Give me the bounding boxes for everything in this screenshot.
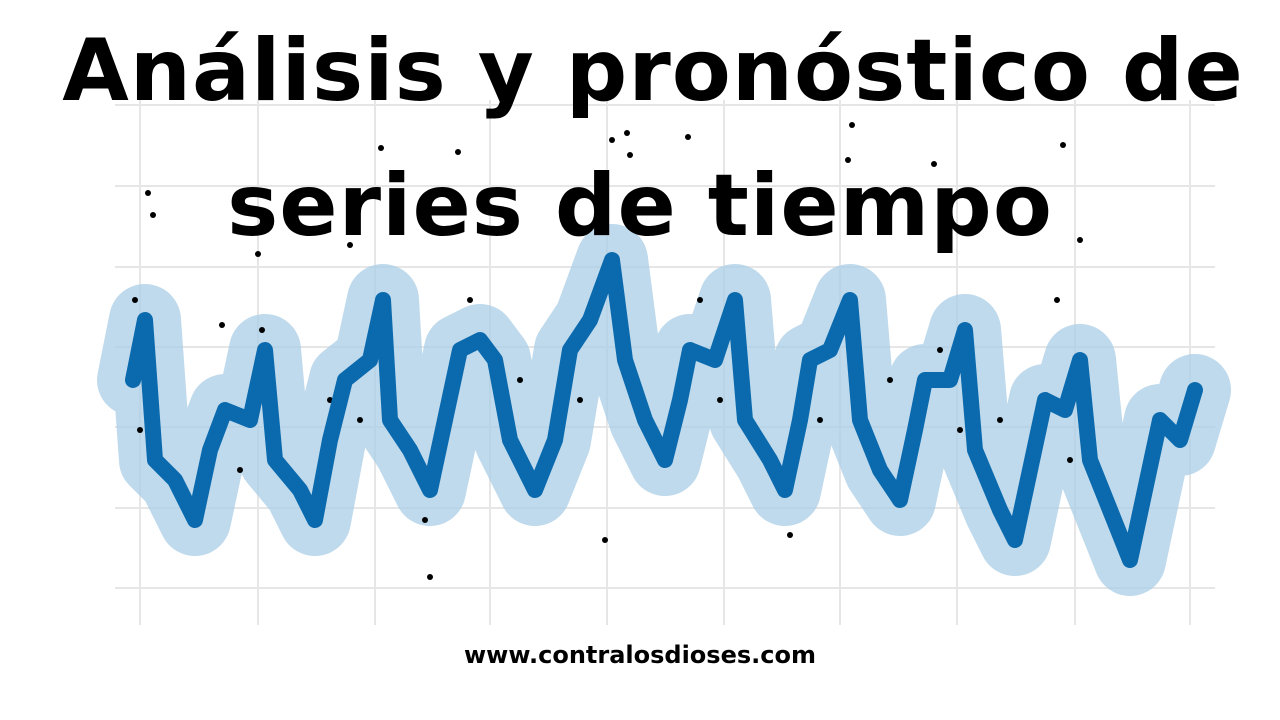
forecast-line [125,252,1203,568]
website-url: www.contralosdioses.com [464,641,816,669]
title-line: Análisis y pronóstico de [62,21,1244,121]
title-line: series de tiempo [227,156,1053,256]
